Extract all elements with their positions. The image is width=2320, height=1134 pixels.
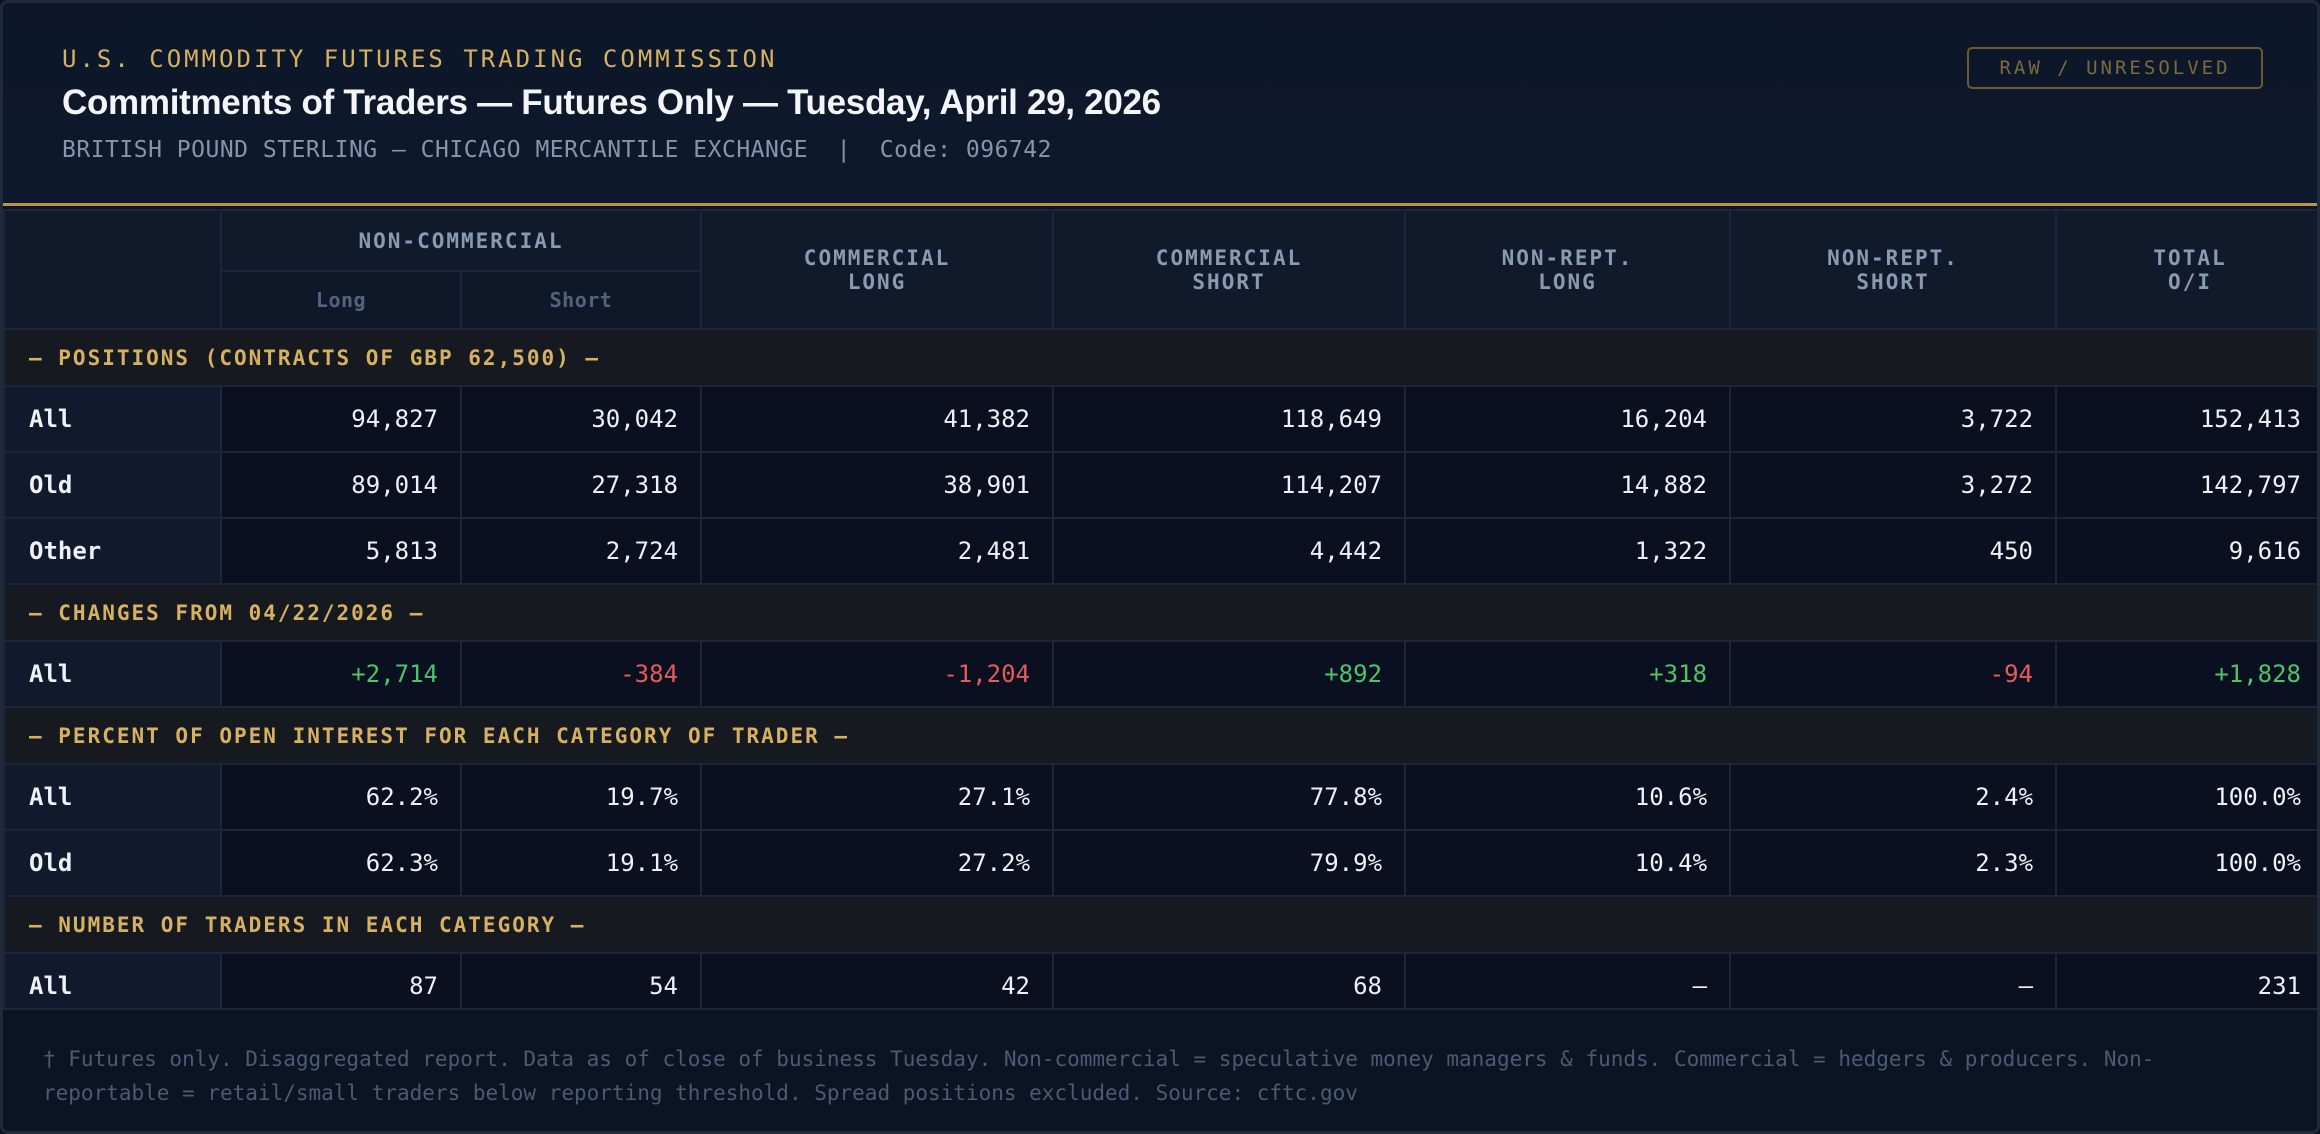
row-label: Other [3, 517, 222, 585]
header-nonrept-long: NON-REPT. LONG [1404, 209, 1732, 330]
table-row: All +2,714 -384 -1,204 +892 +318 -94 +1,… [3, 640, 2317, 708]
section-label-positions: — POSITIONS (CONTRACTS OF GBP 62,500) — [3, 328, 2317, 387]
cell-comm-long: 27.1% [700, 763, 1055, 831]
header-nonrept-long-line1: NON-REPT. [1501, 245, 1634, 270]
header-total-oi-line1: TOTAL [2153, 245, 2227, 270]
cell-noncomm-short: 19.1% [459, 829, 703, 897]
row-label: All [3, 640, 222, 708]
cell-nonrept-short: 2.4% [1729, 763, 2058, 831]
section-row-changes: — CHANGES FROM 04/22/2026 — [3, 583, 2317, 642]
cell-noncomm-short: 19.7% [459, 763, 703, 831]
section-row-positions: — POSITIONS (CONTRACTS OF GBP 62,500) — [3, 328, 2317, 387]
cell-comm-long: 38,901 [700, 451, 1055, 519]
header-noncommercial-long: Long [220, 270, 462, 330]
cell-nonrept-long: 14,882 [1404, 451, 1732, 519]
cell-comm-short: 79.9% [1052, 829, 1407, 897]
header-nonrept-long-line2: LONG [1538, 269, 1597, 294]
table-body: — POSITIONS (CONTRACTS OF GBP 62,500) — … [3, 328, 2317, 1020]
table-row: Old 89,014 27,318 38,901 114,207 14,882 … [3, 451, 2317, 519]
header-noncommercial-short: Short [459, 270, 703, 330]
table-row: All 62.2% 19.7% 27.1% 77.8% 10.6% 2.4% 1… [3, 763, 2317, 831]
cell-comm-short: +892 [1052, 640, 1407, 708]
cell-noncomm-short: 30,042 [459, 385, 703, 453]
cell-noncomm-long: 94,827 [220, 385, 462, 453]
agency-name: U.S. COMMODITY FUTURES TRADING COMMISSIO… [62, 45, 778, 73]
header-commercial-long-line1: COMMERCIAL [803, 245, 951, 270]
cell-noncomm-long: 62.3% [220, 829, 462, 897]
cell-noncomm-short: 2,724 [459, 517, 703, 585]
report-header: U.S. COMMODITY FUTURES TRADING COMMISSIO… [3, 3, 2317, 206]
cell-comm-long: 27.2% [700, 829, 1055, 897]
header-total-oi-line2: O/I [2168, 269, 2212, 294]
row-label: Old [3, 829, 222, 897]
header-commercial-long-line2: LONG [847, 269, 907, 294]
cell-total-oi: 9,616 [2055, 517, 2317, 585]
section-label-traders: — NUMBER OF TRADERS IN EACH CATEGORY — [3, 895, 2317, 954]
header-commercial-short-line2: SHORT [1192, 269, 1266, 294]
cell-nonrept-short: 3,272 [1729, 451, 2058, 519]
cell-total-oi: 100.0% [2055, 763, 2317, 831]
cot-table: NON-COMMERCIAL COMMERCIAL LONG COMMERCIA… [3, 209, 2317, 1020]
report-footer: † Futures only. Disaggregated report. Da… [3, 1008, 2317, 1131]
row-label: Old [3, 451, 222, 519]
footnote: † Futures only. Disaggregated report. Da… [43, 1047, 2155, 1105]
cell-noncomm-long: 62.2% [220, 763, 462, 831]
table-row: All 94,827 30,042 41,382 118,649 16,204 … [3, 385, 2317, 453]
cell-nonrept-long: +318 [1404, 640, 1732, 708]
header-commercial-short: COMMERCIAL SHORT [1052, 209, 1407, 330]
cell-noncomm-long: 89,014 [220, 451, 462, 519]
cell-comm-long: 2,481 [700, 517, 1055, 585]
header-commercial-long: COMMERCIAL LONG [700, 209, 1055, 330]
section-row-traders: — NUMBER OF TRADERS IN EACH CATEGORY — [3, 895, 2317, 954]
section-label-percent: — PERCENT OF OPEN INTEREST FOR EACH CATE… [3, 706, 2317, 765]
header-nonrept-short-line1: NON-REPT. [1827, 245, 1959, 270]
table-row: Other 5,813 2,724 2,481 4,442 1,322 450 … [3, 517, 2317, 585]
cell-comm-short: 114,207 [1052, 451, 1407, 519]
table-header: NON-COMMERCIAL COMMERCIAL LONG COMMERCIA… [3, 209, 2317, 330]
cell-comm-long: -1,204 [700, 640, 1055, 708]
cell-nonrept-long: 1,322 [1404, 517, 1732, 585]
cell-noncomm-long: 5,813 [220, 517, 462, 585]
cell-nonrept-short: 2.3% [1729, 829, 2058, 897]
cell-nonrept-short: 450 [1729, 517, 2058, 585]
table-row: Old 62.3% 19.1% 27.2% 79.9% 10.4% 2.3% 1… [3, 829, 2317, 897]
section-row-percent: — PERCENT OF OPEN INTEREST FOR EACH CATE… [3, 706, 2317, 765]
cell-noncomm-long: +2,714 [220, 640, 462, 708]
contract-subtitle: BRITISH POUND STERLING — CHICAGO MERCANT… [62, 137, 1052, 163]
header-nonrept-short-line2: SHORT [1856, 269, 1930, 294]
header-corner [3, 209, 222, 330]
cell-total-oi: 100.0% [2055, 829, 2317, 897]
cell-nonrept-long: 10.4% [1404, 829, 1732, 897]
header-commercial-short-line1: COMMERCIAL [1155, 245, 1303, 270]
header-total-oi: TOTAL O/I [2055, 209, 2317, 330]
page-title: Commitments of Traders — Futures Only — … [62, 83, 1161, 122]
cell-nonrept-short: -94 [1729, 640, 2058, 708]
cell-total-oi: 142,797 [2055, 451, 2317, 519]
cell-comm-short: 118,649 [1052, 385, 1407, 453]
section-label-changes: — CHANGES FROM 04/22/2026 — [3, 583, 2317, 642]
cot-table-wrapper: NON-COMMERCIAL COMMERCIAL LONG COMMERCIA… [3, 209, 2317, 1020]
cell-noncomm-short: -384 [459, 640, 703, 708]
row-label: All [3, 763, 222, 831]
status-badge: RAW / UNRESOLVED [1967, 47, 2263, 89]
header-nonrept-short: NON-REPT. SHORT [1729, 209, 2058, 330]
cell-total-oi: +1,828 [2055, 640, 2317, 708]
cell-nonrept-short: 3,722 [1729, 385, 2058, 453]
cell-noncomm-short: 27,318 [459, 451, 703, 519]
cell-comm-short: 4,442 [1052, 517, 1407, 585]
row-label: All [3, 385, 222, 453]
cell-nonrept-long: 10.6% [1404, 763, 1732, 831]
cell-total-oi: 152,413 [2055, 385, 2317, 453]
header-noncommercial: NON-COMMERCIAL [219, 209, 703, 272]
cell-comm-short: 77.8% [1052, 763, 1407, 831]
cell-comm-long: 41,382 [700, 385, 1055, 453]
cell-nonrept-long: 16,204 [1404, 385, 1732, 453]
